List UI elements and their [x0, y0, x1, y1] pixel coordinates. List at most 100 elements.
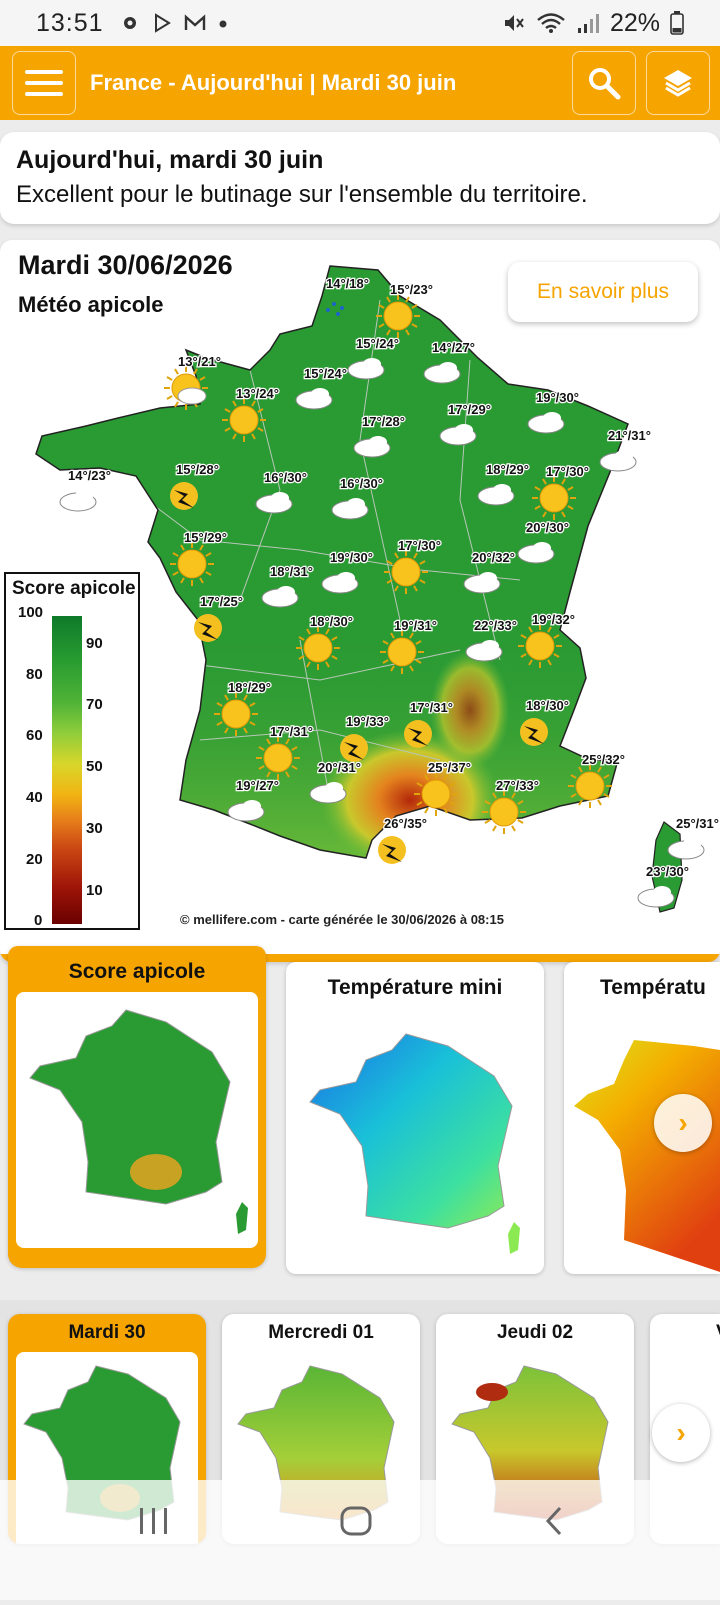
legend-tick: 40 — [26, 789, 43, 806]
weather-station: 18°/29° — [214, 679, 272, 736]
weather-station: 21°/31° — [599, 427, 652, 472]
station-temp-label: 18°/31° — [270, 564, 313, 579]
weather-station: 13°/24° — [222, 385, 280, 442]
search-icon — [589, 68, 621, 100]
weather-station: 15°/28° — [170, 461, 220, 510]
back-icon[interactable] — [545, 1506, 562, 1536]
legend-tick: 60 — [26, 727, 43, 744]
cloud-icon — [261, 586, 299, 608]
station-temp-label: 17°/29° — [448, 402, 491, 417]
day-label: Mercredi 01 — [268, 1322, 374, 1343]
nav-buttons — [140, 1506, 562, 1536]
station-temp-label: 17°/31° — [410, 700, 453, 715]
home-icon[interactable] — [340, 1506, 372, 1536]
station-temp-label: 19°/30° — [330, 550, 373, 565]
battery-icon — [670, 11, 684, 35]
tab-temperature-mini[interactable]: Température mini — [286, 962, 544, 1274]
cloud-icon — [321, 572, 359, 594]
weather-station: 15°/24° — [295, 365, 348, 410]
storm-icon — [194, 614, 222, 642]
station-temp-label: 20°/31° — [318, 760, 361, 775]
sun-icon — [256, 736, 300, 780]
cloud-icon — [353, 436, 391, 458]
weather-station: 19°/30° — [527, 389, 580, 434]
cloud-icon — [423, 362, 461, 384]
weather-station: 15°/29° — [170, 529, 228, 586]
recents-icon[interactable] — [140, 1508, 167, 1534]
cloud-icon — [599, 450, 637, 472]
score-legend: Score apicole 100 80 60 40 20 0 90 70 50… — [4, 572, 140, 930]
cloud-icon — [59, 490, 97, 512]
weather-station: 18°/31° — [261, 563, 314, 608]
tab-score-apicole[interactable]: Score apicole — [8, 946, 266, 1268]
weather-station: 17°/31° — [404, 699, 454, 748]
legend-title: Score apicole — [12, 578, 136, 599]
legend-tick: 20 — [26, 851, 43, 868]
weather-station: 14°/18° — [325, 275, 370, 316]
cloud-icon — [517, 542, 555, 564]
sun-icon — [296, 626, 340, 670]
station-temp-label: 16°/30° — [264, 470, 307, 485]
station-temp-label: 26°/35° — [384, 816, 427, 831]
mail-icon — [184, 14, 205, 30]
station-temp-label: 17°/31° — [270, 724, 313, 739]
weather-station: 27°/33° — [482, 777, 540, 834]
tab-label: Températu — [600, 976, 706, 999]
cloud-icon — [637, 886, 675, 908]
weather-station: 17°/31° — [256, 723, 314, 780]
weather-station: 18°/30° — [520, 697, 570, 746]
rain-icon — [326, 302, 344, 316]
tab-label: Température mini — [327, 976, 503, 999]
station-temp-label: 17°/28° — [362, 414, 405, 429]
weather-station: 14°/27° — [423, 339, 476, 384]
station-temp-label: 17°/30° — [398, 538, 441, 553]
sun-icon — [214, 692, 258, 736]
map-copyright: © mellifere.com - carte générée le 30/06… — [180, 912, 504, 927]
station-temp-label: 13°/24° — [236, 386, 279, 401]
sun-icon — [532, 476, 576, 520]
dot-icon — [219, 20, 227, 28]
cloud-icon — [177, 387, 207, 405]
chevron-right-icon: › — [678, 1107, 688, 1138]
status-time: 13:51 — [36, 8, 104, 37]
weather-station: 20°/30° — [517, 519, 570, 564]
menu-icon — [25, 70, 63, 96]
storm-icon — [520, 718, 548, 746]
search-button[interactable] — [572, 51, 636, 115]
station-temp-label: 15°/23° — [390, 282, 433, 297]
station-temp-label: 23°/30° — [646, 864, 689, 879]
layers-button[interactable] — [646, 51, 710, 115]
days-next-button[interactable]: › — [652, 1404, 710, 1462]
station-temp-label: 15°/24° — [356, 336, 399, 351]
weather-station: 18°/29° — [477, 461, 530, 506]
weather-station: 17°/28° — [353, 413, 406, 458]
weather-station: 17°/30° — [532, 463, 590, 520]
app-title: France - Aujourd'hui | Mardi 30 juin — [90, 70, 457, 95]
weather-station: 13°/21° — [164, 353, 222, 410]
day-label: V — [650, 1322, 720, 1344]
mute-icon — [504, 15, 524, 31]
storm-icon — [378, 836, 406, 864]
signal-icon — [577, 14, 599, 33]
categories-next-button[interactable]: › — [654, 1094, 712, 1152]
learn-more-button[interactable]: En savoir plus — [508, 262, 698, 322]
weather-station: 23°/30° — [637, 863, 690, 908]
station-temp-label: 19°/27° — [236, 778, 279, 793]
station-temp-label: 14°/18° — [326, 276, 369, 291]
station-temp-label: 19°/32° — [532, 612, 575, 627]
summary-card: Aujourd'hui, mardi 30 juin Excellent pou… — [0, 132, 720, 224]
weather-station: 20°/31° — [309, 759, 362, 804]
station-temp-label: 20°/30° — [526, 520, 569, 535]
weather-station: 19°/32° — [518, 611, 576, 668]
weather-stations-layer: 14°/18° 15°/23° 15°/24° 14°/27° 13°/21° 15°/2… — [59, 275, 720, 908]
station-temp-label: 18°/29° — [486, 462, 529, 477]
legend-tick: 80 — [26, 666, 43, 683]
legend-tick: 100 — [18, 604, 44, 621]
cloud-icon — [667, 838, 705, 860]
weather-station: 22°/33° — [465, 617, 518, 662]
weather-station: 19°/27° — [227, 777, 280, 822]
station-temp-label: 17°/30° — [546, 464, 589, 479]
menu-button[interactable] — [12, 51, 76, 115]
day-label: Jeudi 02 — [496, 1322, 574, 1343]
layers-icon — [664, 70, 692, 97]
